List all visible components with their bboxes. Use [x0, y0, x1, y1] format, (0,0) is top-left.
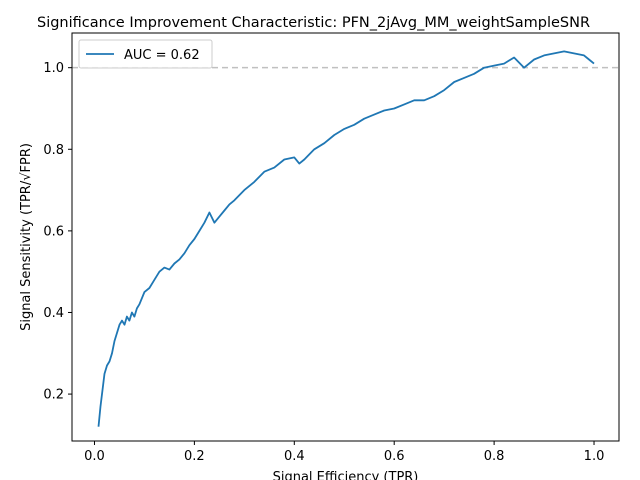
plot-frame	[71, 32, 620, 442]
series-line-0	[97, 50, 595, 427]
y-tick-label: 0.2	[43, 388, 64, 403]
y-tick-label: 0.8	[43, 143, 64, 158]
x-tick-label: 0.2	[184, 449, 205, 464]
x-tick-label: 0.8	[484, 449, 505, 464]
legend: AUC = 0.62	[78, 39, 213, 69]
x-axis-label: Signal Efficiency (TPR)	[273, 470, 419, 480]
y-tick-label: 1.0	[43, 61, 64, 76]
legend-label: AUC = 0.62	[124, 48, 200, 63]
y-tick-label: 0.6	[43, 224, 64, 239]
legend-box	[78, 39, 213, 69]
x-tick-label: 0.4	[284, 449, 305, 464]
y-tick-label: 0.4	[43, 306, 64, 321]
chart-title: Significance Improvement Characteristic:…	[37, 15, 590, 31]
y-axis-label: Signal Sensitivity (TPR/√FPR)	[19, 143, 34, 331]
x-tick-label: 1.0	[584, 449, 605, 464]
x-tick-label: 0.6	[384, 449, 405, 464]
x-tick-label: 0.0	[84, 449, 105, 464]
